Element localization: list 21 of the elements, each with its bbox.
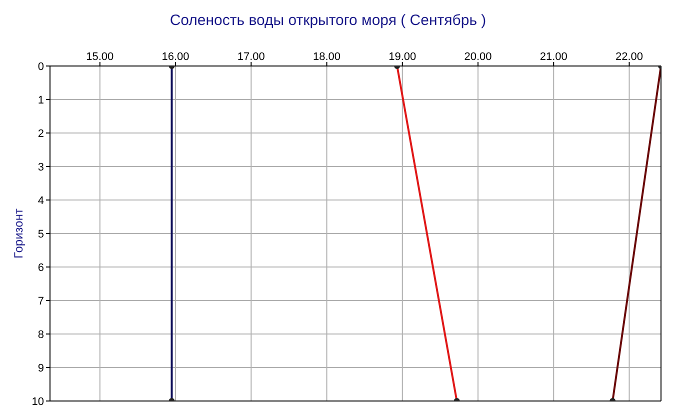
- chart-title: Соленость воды открытого моря ( Сентябрь ): [168, 11, 488, 31]
- x-tick-label: 21.00: [540, 51, 568, 63]
- x-tick-label: 18.00: [313, 51, 341, 63]
- y-tick-label: 4: [38, 194, 44, 207]
- y-tick-label: 9: [38, 362, 44, 374]
- x-tick-label: 17.00: [237, 51, 265, 63]
- y-tick-label: 7: [38, 295, 44, 308]
- y-tick-label: 6: [38, 262, 44, 274]
- x-tick-label: 20.00: [464, 51, 492, 63]
- y-tick-label: 1: [38, 94, 44, 106]
- x-tick-label: 16.00: [162, 51, 190, 63]
- y-axis-title: Горизонт: [11, 208, 26, 258]
- y-tick-label: 5: [38, 228, 44, 240]
- y-tick-label: 10: [32, 396, 44, 408]
- x-tick-label: 22.00: [615, 51, 644, 63]
- y-tick-label: 3: [38, 161, 44, 174]
- y-tick-label: 2: [38, 128, 44, 140]
- y-tick-label: 8: [38, 328, 44, 341]
- x-tick-label: 15.00: [86, 51, 114, 63]
- y-tick-label: 0: [38, 60, 44, 73]
- x-tick-label: 19.00: [388, 51, 416, 63]
